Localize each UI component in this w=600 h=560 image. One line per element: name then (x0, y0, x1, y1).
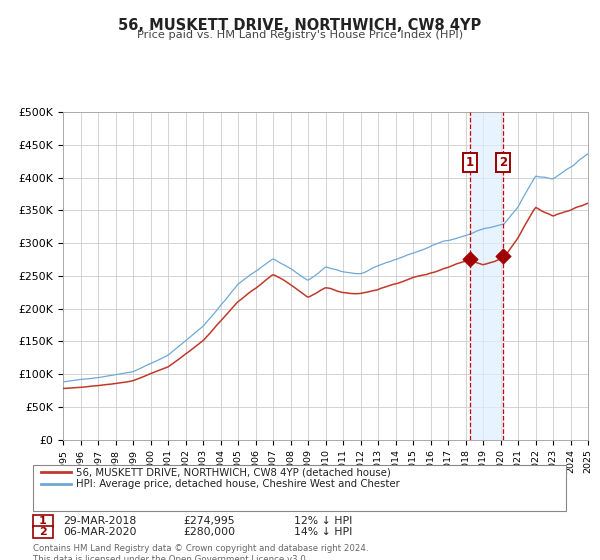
Text: Price paid vs. HM Land Registry's House Price Index (HPI): Price paid vs. HM Land Registry's House … (137, 30, 463, 40)
Text: 2: 2 (39, 527, 47, 537)
Text: 14% ↓ HPI: 14% ↓ HPI (294, 527, 352, 537)
Text: HPI: Average price, detached house, Cheshire West and Chester: HPI: Average price, detached house, Ches… (76, 479, 400, 489)
Text: 1: 1 (466, 156, 474, 169)
Text: £280,000: £280,000 (183, 527, 235, 537)
Text: Contains HM Land Registry data © Crown copyright and database right 2024.
This d: Contains HM Land Registry data © Crown c… (33, 544, 368, 560)
Text: 1: 1 (39, 516, 47, 526)
Bar (470, 112, 503, 440)
Point (499, 251, 508, 260)
Text: 29-MAR-2018: 29-MAR-2018 (63, 516, 136, 526)
Text: 56, MUSKETT DRIVE, NORTHWICH, CW8 4YP (detached house): 56, MUSKETT DRIVE, NORTHWICH, CW8 4YP (d… (76, 467, 391, 477)
Text: 56, MUSKETT DRIVE, NORTHWICH, CW8 4YP: 56, MUSKETT DRIVE, NORTHWICH, CW8 4YP (118, 18, 482, 33)
Text: 2: 2 (499, 156, 508, 169)
Text: £274,995: £274,995 (183, 516, 235, 526)
Text: 06-MAR-2020: 06-MAR-2020 (63, 527, 137, 537)
Text: 12% ↓ HPI: 12% ↓ HPI (294, 516, 352, 526)
Point (465, 255, 475, 264)
